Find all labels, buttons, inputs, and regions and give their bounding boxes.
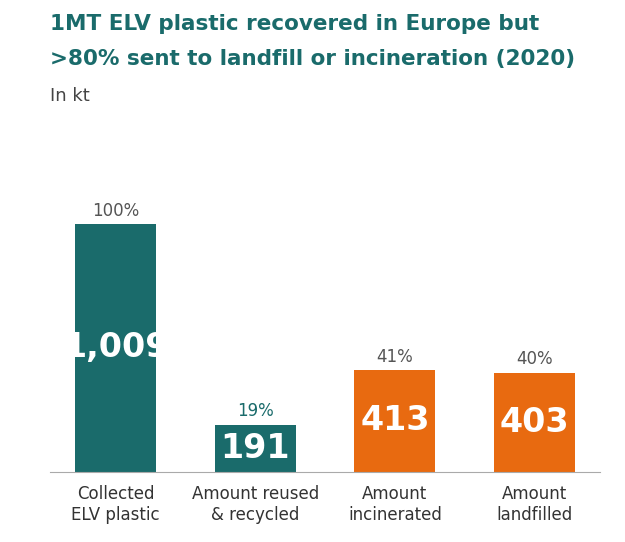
Text: >80% sent to landfill or incineration (2020): >80% sent to landfill or incineration (2…	[50, 49, 575, 69]
Text: 40%: 40%	[516, 350, 552, 369]
Text: 1MT ELV plastic recovered in Europe but: 1MT ELV plastic recovered in Europe but	[50, 14, 539, 34]
Text: 1,009: 1,009	[62, 331, 168, 364]
Bar	[214, 425, 296, 472]
Bar	[75, 224, 156, 472]
Bar	[354, 370, 436, 472]
Text: 19%: 19%	[237, 402, 274, 420]
Bar	[494, 373, 575, 472]
Text: 41%: 41%	[376, 348, 413, 366]
Text: 191: 191	[221, 431, 290, 464]
Text: 100%: 100%	[92, 202, 139, 220]
Text: 413: 413	[360, 404, 429, 437]
Text: 403: 403	[499, 405, 569, 438]
Text: In kt: In kt	[50, 87, 90, 105]
